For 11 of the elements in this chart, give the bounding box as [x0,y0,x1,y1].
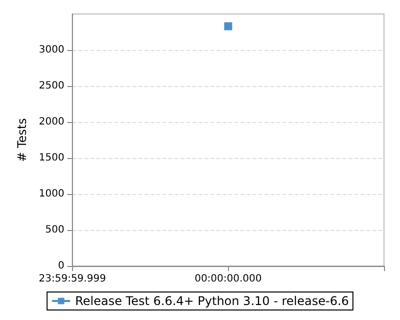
x-tick-label: 00:00:00.000 [194,274,262,284]
x-tick-label: 23:59:59.999 [38,274,106,284]
y-tick-label: 3000 [38,44,64,56]
y-tick-label: 1000 [38,188,64,200]
y-tick-label: 500 [45,224,64,236]
y-tick-label: 1500 [38,152,64,164]
legend-label: Release Test 6.6.4+ Python 3.10 - release-6.6 [75,294,349,308]
y-tick-label: 0 [58,260,64,272]
y-tick-label: 2000 [38,116,64,128]
y-tick-label: 2500 [38,80,64,92]
y-axis-title: # Tests [15,118,29,162]
